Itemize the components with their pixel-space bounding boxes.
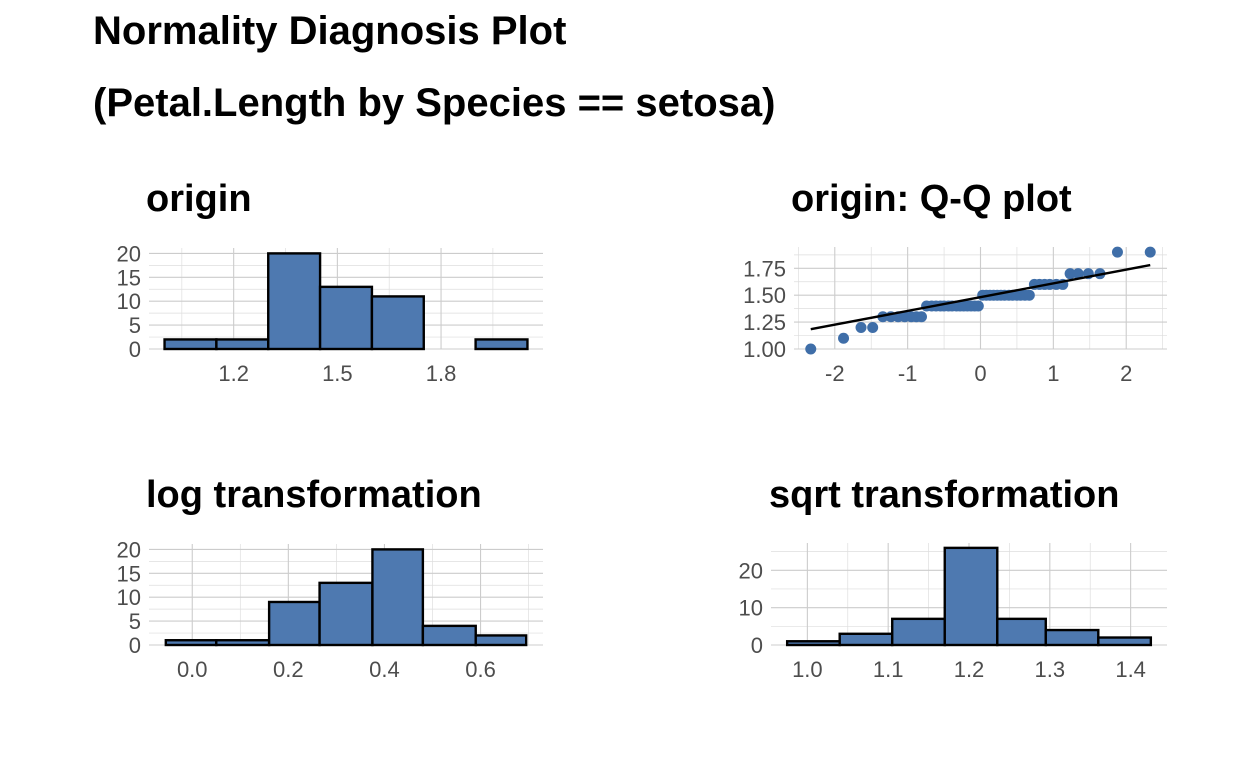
x-tick-label: 1.8 xyxy=(426,361,457,386)
qq-point xyxy=(972,300,984,312)
qq-panel-title: origin: Q-Q plot xyxy=(791,178,1072,220)
y-tick-label: 0 xyxy=(129,633,141,658)
qq-point xyxy=(1064,268,1076,280)
y-tick-label: 5 xyxy=(129,313,141,338)
qq-point xyxy=(838,332,850,344)
histogram-bar xyxy=(267,600,321,647)
qq-point xyxy=(805,343,817,355)
qq-reference-line xyxy=(810,263,1151,331)
x-tick-label: 0.2 xyxy=(273,657,304,682)
qq-point xyxy=(915,311,927,323)
histogram-bar xyxy=(215,338,270,351)
histogram-bar xyxy=(943,546,999,647)
y-tick-label: 20 xyxy=(739,558,763,583)
main-title-line-1: Normality Diagnosis Plot xyxy=(93,9,566,53)
x-tick-label: 1.2 xyxy=(218,361,249,386)
x-tick-label: 0.0 xyxy=(177,657,208,682)
qq-point xyxy=(1072,268,1084,280)
y-tick-label: 1.50 xyxy=(743,283,786,308)
histogram-bar xyxy=(371,548,425,647)
origin-panel-title: origin xyxy=(146,178,252,220)
histogram-bar xyxy=(370,295,425,351)
qq-point xyxy=(1023,289,1035,301)
main-title-line-2: (Petal.Length by Species == setosa) xyxy=(93,81,775,125)
histogram-bar xyxy=(1044,628,1100,647)
x-tick-label: -1 xyxy=(898,361,918,386)
histogram-bar xyxy=(164,639,218,647)
x-tick-label: 1.2 xyxy=(954,657,985,682)
x-tick-label: 2 xyxy=(1120,361,1132,386)
y-tick-label: 10 xyxy=(117,289,141,314)
histogram-bar xyxy=(267,252,322,351)
log-panel-title: log transformation xyxy=(146,474,482,516)
sqrt-histogram-panel: sqrt transformation 1.0 1.1 1.2 1.3 1.4 0 10 20 xyxy=(739,474,1167,682)
histogram-bar xyxy=(318,285,374,351)
y-tick-label: 15 xyxy=(117,561,141,586)
y-tick-label: 0 xyxy=(751,633,763,658)
histogram-bar xyxy=(215,639,271,647)
qq-point xyxy=(855,321,867,333)
y-tick-label: 20 xyxy=(117,241,141,266)
histogram-bar xyxy=(318,581,374,647)
x-tick-label: 1.5 xyxy=(322,361,353,386)
histogram-bar xyxy=(1097,636,1153,647)
qq-point xyxy=(1144,246,1156,258)
y-tick-label: 1.25 xyxy=(743,310,786,335)
histogram-bar xyxy=(891,617,946,647)
x-tick-label: 1.0 xyxy=(792,657,823,682)
sqrt-panel-title: sqrt transformation xyxy=(769,474,1119,516)
histogram-bar xyxy=(838,632,894,647)
qq-plot-panel: origin: Q-Q plot -2 -1 0 1 2 1.001.251.501.75 xyxy=(743,178,1167,386)
histogram-bar xyxy=(996,617,1047,647)
x-tick-label: 1 xyxy=(1047,361,1059,386)
x-tick-label: 1.1 xyxy=(873,657,904,682)
x-tick-label: 1.3 xyxy=(1035,657,1066,682)
y-tick-label: 5 xyxy=(129,609,141,634)
histogram-bar xyxy=(421,624,477,647)
x-tick-label: -2 xyxy=(825,361,845,386)
y-tick-label: 1.75 xyxy=(743,256,786,281)
qq-point xyxy=(867,321,879,333)
x-tick-label: 0 xyxy=(974,361,986,386)
y-tick-label: 1.00 xyxy=(743,337,786,362)
qq-point xyxy=(1111,246,1123,258)
y-tick-label: 20 xyxy=(117,537,141,562)
histogram-bar xyxy=(474,634,528,647)
y-tick-label: 10 xyxy=(739,596,763,621)
y-tick-label: 10 xyxy=(117,585,141,610)
y-tick-label: 0 xyxy=(129,337,141,362)
x-tick-label: 0.4 xyxy=(369,657,400,682)
x-tick-label: 1.4 xyxy=(1115,657,1146,682)
y-tick-label: 15 xyxy=(117,265,141,290)
histogram-bar xyxy=(474,338,529,351)
x-tick-label: 0.6 xyxy=(465,657,496,682)
histogram-bar xyxy=(785,640,841,647)
histogram-bar xyxy=(163,338,218,351)
